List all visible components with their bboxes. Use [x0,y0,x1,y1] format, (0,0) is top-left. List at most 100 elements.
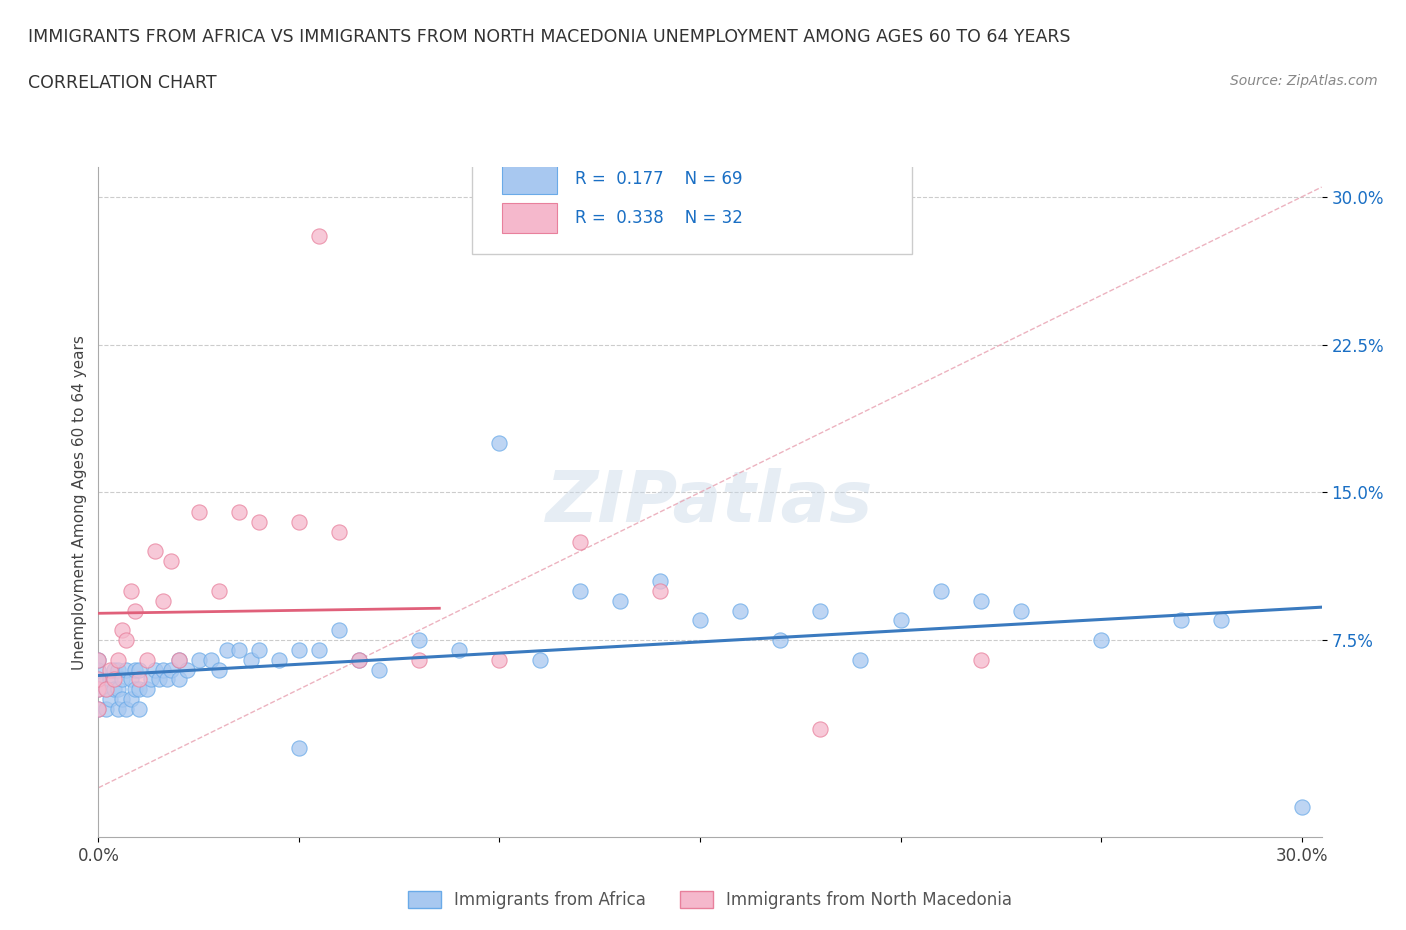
Point [408,632,430,647]
Point [929,583,952,598]
Point [115,701,138,716]
Point [87,701,110,716]
Point [288,514,311,529]
Point [135,652,157,667]
Point [155,672,177,687]
Point [568,534,591,549]
Point [107,652,129,667]
Point [120,692,142,707]
Point [308,643,330,658]
Point [135,682,157,697]
Point [107,662,129,677]
Text: R =  0.177    N = 69: R = 0.177 N = 69 [575,170,742,188]
Point [488,435,510,450]
Point [111,692,134,707]
Point [107,701,129,716]
Point [648,583,671,598]
Point [87,652,110,667]
Point [100,662,122,677]
Point [247,514,270,529]
Point [115,662,138,677]
Point [328,525,350,539]
Point [96,682,118,697]
Point [208,583,231,598]
Point [849,652,872,667]
Text: R =  0.338    N = 32: R = 0.338 N = 32 [575,209,744,227]
Point [87,701,110,716]
Point [128,672,150,687]
Point [111,623,134,638]
Point [103,672,125,687]
Point [87,672,110,687]
Point [187,505,209,520]
Point [100,672,122,687]
Point [247,643,270,658]
Point [176,662,198,677]
Point [267,652,290,667]
Point [107,682,129,697]
Point [128,662,150,677]
Point [239,652,262,667]
Point [449,643,471,658]
FancyBboxPatch shape [471,144,912,255]
Point [808,603,831,618]
Point [1211,613,1233,628]
Point [100,692,122,707]
Text: CORRELATION CHART: CORRELATION CHART [28,74,217,92]
Point [1090,632,1112,647]
Point [215,643,238,658]
Point [128,701,150,716]
Point [143,662,166,677]
Point [124,603,146,618]
Point [152,593,174,608]
Point [103,662,125,677]
Point [115,632,138,647]
Point [152,662,174,677]
Y-axis label: Unemployment Among Ages 60 to 64 years: Unemployment Among Ages 60 to 64 years [72,335,87,670]
Text: Source: ZipAtlas.com: Source: ZipAtlas.com [1230,74,1378,88]
Point [308,229,330,244]
Point [187,652,209,667]
Point [111,672,134,687]
Point [103,682,125,697]
Point [970,652,993,667]
Point [124,662,146,677]
Point [609,593,631,608]
Point [167,652,190,667]
Point [408,652,430,667]
Point [1010,603,1032,618]
Point [124,682,146,697]
Point [889,613,911,628]
Point [143,544,166,559]
Point [808,722,831,737]
Point [167,652,190,667]
Point [228,643,250,658]
Point [87,672,110,687]
Point [208,662,231,677]
Text: ZIPatlas: ZIPatlas [547,468,873,537]
Point [288,643,311,658]
Point [728,603,751,618]
Point [1170,613,1192,628]
Point [689,613,711,628]
Point [96,682,118,697]
Point [159,662,181,677]
Point [87,682,110,697]
Point [1291,800,1313,815]
Point [769,632,792,647]
Legend: Immigrants from Africa, Immigrants from North Macedonia: Immigrants from Africa, Immigrants from … [401,884,1019,916]
Point [120,583,142,598]
Point [87,662,110,677]
FancyBboxPatch shape [502,164,557,194]
Point [347,652,370,667]
Point [529,652,551,667]
Point [159,554,181,569]
Point [87,682,110,697]
Point [96,701,118,716]
Point [128,682,150,697]
Point [648,574,671,589]
Point [228,505,250,520]
Point [488,652,510,667]
Point [568,583,591,598]
Point [120,672,142,687]
